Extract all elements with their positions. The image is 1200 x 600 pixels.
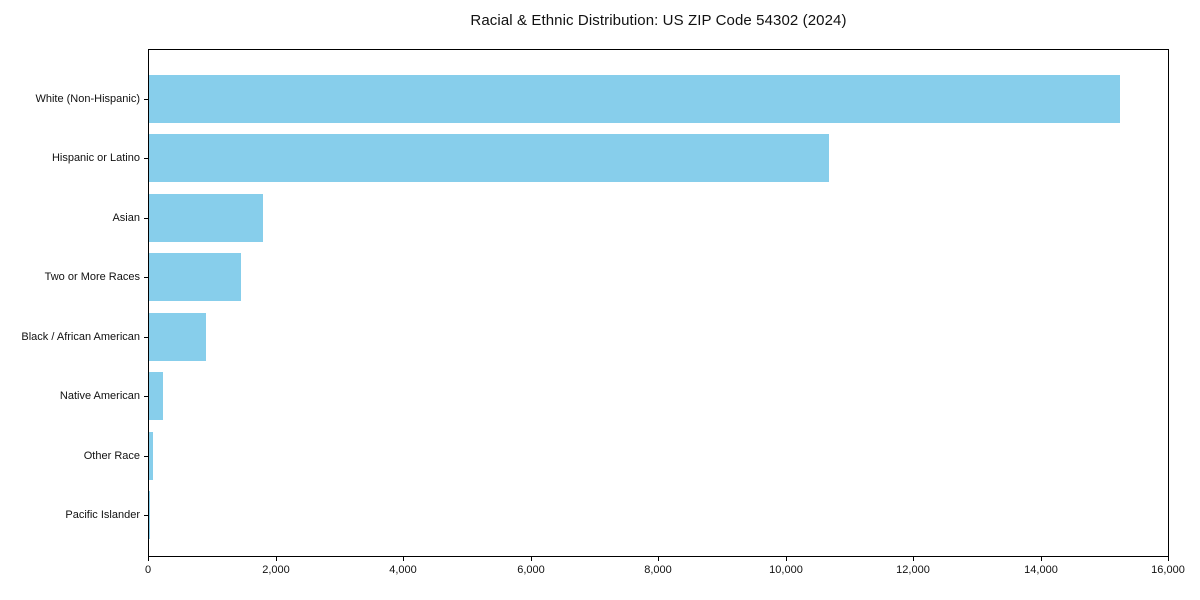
bar-row <box>149 372 1168 420</box>
bar-other-race <box>149 431 154 480</box>
x-tick-label: 12,000 <box>896 564 930 576</box>
bar-asian <box>149 193 263 242</box>
y-tick-mark <box>144 158 148 159</box>
y-axis-label: Hispanic or Latino <box>51 152 140 164</box>
x-tick-mark <box>658 557 659 561</box>
x-tick-label: 0 <box>144 564 152 576</box>
bar-row <box>149 431 1168 480</box>
bar-row <box>149 491 1168 539</box>
plot-area <box>148 49 1169 557</box>
y-tick-mark <box>144 515 148 516</box>
x-tick-label: 16,000 <box>1151 564 1185 576</box>
y-tick-mark <box>144 99 148 100</box>
y-tick-mark <box>144 277 148 278</box>
bar-black-african-american <box>149 312 206 361</box>
x-tick-label: 2,000 <box>262 564 290 576</box>
x-tick-mark <box>1168 557 1169 561</box>
bar-row <box>149 74 1168 123</box>
x-tick-mark <box>276 557 277 561</box>
y-axis-label: White (Non-Hispanic) <box>35 92 140 105</box>
x-tick-label: 14,000 <box>1024 564 1058 576</box>
bar-hispanic-or-latino <box>149 134 829 182</box>
y-tick-mark <box>144 456 148 457</box>
bar-row <box>149 253 1168 301</box>
bar-two-or-more-races <box>149 253 241 301</box>
x-tick-label: 6,000 <box>517 564 545 576</box>
x-tick-mark <box>148 557 149 561</box>
y-tick-mark <box>144 396 148 397</box>
y-tick-mark <box>144 337 148 338</box>
bar-row <box>149 134 1168 182</box>
x-tick-label: 4,000 <box>389 564 417 576</box>
x-tick-mark <box>403 557 404 561</box>
y-axis-label: Pacific Islander <box>65 509 140 521</box>
y-axis-label: Native American <box>59 390 140 402</box>
x-tick-mark <box>913 557 914 561</box>
y-axis-label: Other Race <box>83 449 140 462</box>
x-tick-label: 8,000 <box>644 564 672 576</box>
y-tick-mark <box>144 218 148 219</box>
chart-title: Racial & Ethnic Distribution: US ZIP Cod… <box>470 12 847 29</box>
bar-row <box>149 312 1168 361</box>
x-tick-mark <box>531 557 532 561</box>
y-axis-label: Two or More Races <box>44 271 140 283</box>
x-tick-label: 10,000 <box>769 564 803 576</box>
bar-pacific-islander <box>149 491 150 539</box>
x-tick-mark <box>786 557 787 561</box>
bar-white-non-hispanic <box>149 74 1121 123</box>
bar-native-american <box>149 372 163 420</box>
y-axis-label: Black / African American <box>21 330 140 343</box>
y-axis-label: Asian <box>112 211 140 224</box>
x-tick-mark <box>1041 557 1042 561</box>
bar-row <box>149 193 1168 242</box>
